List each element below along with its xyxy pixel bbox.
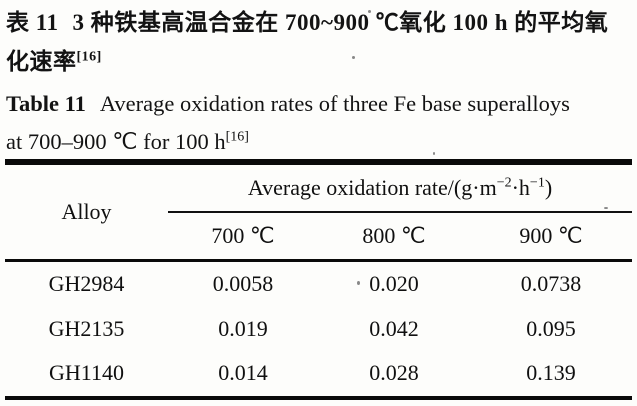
alloy-name: GH2984 — [48, 271, 125, 297]
scan-speckle — [433, 152, 435, 155]
rate-700c: 0.0058 — [212, 271, 274, 297]
caption-zh-label: 表 11 — [6, 10, 59, 35]
column-header-900c: 900 ℃ — [470, 212, 633, 262]
rate-900c: 0.0738 — [520, 271, 582, 297]
caption-english: Table 11 Average oxidation rates of three… — [6, 85, 632, 161]
scan-speckle — [352, 56, 355, 59]
rate-700c: 0.014 — [218, 360, 268, 386]
unit-superscript-m: −2 — [496, 175, 512, 191]
header-row-spanner: Alloy Average oxidation rate/(g·m−2·h−1) — [5, 162, 633, 262]
rate-800c: 0.042 — [369, 315, 419, 341]
caption-en-line2: at 700–900 ℃ for 100 h — [6, 129, 226, 154]
column-header-800c: 800 ℃ — [318, 212, 470, 262]
caption-en-line1: Average oxidation rates of three Fe base… — [99, 91, 570, 116]
unit-superscript-h: −1 — [529, 175, 545, 191]
column-header-alloy: Alloy — [5, 162, 168, 262]
rate-800c: 0.028 — [369, 360, 419, 386]
oxidation-rate-table: Alloy Average oxidation rate/(g·m−2·h−1)… — [5, 159, 633, 400]
alloy-name: GH1140 — [49, 360, 124, 386]
column-header-unit: Average oxidation rate/(g·m−2·h−1) — [168, 162, 633, 213]
column-header-700c: 700 ℃ — [168, 212, 318, 262]
table-row-gh2984: GH2984 0.0058 0.020 0.0738 — [5, 261, 632, 307]
table-row-gh1140: GH1140 0.014 0.028 0.139 — [5, 351, 632, 398]
caption-zh-reference: [16] — [76, 49, 102, 65]
scan-speckle — [357, 281, 360, 285]
scan-speckle — [368, 10, 371, 13]
caption-en-reference: [16] — [225, 129, 249, 145]
header-row-temperatures: 700 ℃ 800 ℃ 900 ℃ — [5, 212, 633, 262]
unit-text-close: ) — [544, 175, 553, 200]
unit-text: Average oxidation rate/(g·m — [247, 175, 497, 200]
rate-700c: 0.019 — [218, 315, 268, 341]
unit-text-h: ·h — [511, 175, 530, 200]
caption-chinese: 表 11 3 种铁基高温合金在 700~900 ℃氧化 100 h 的平均氧 化速… — [6, 3, 632, 81]
scan-speckle — [604, 207, 608, 209]
alloy-name: GH2135 — [48, 315, 125, 341]
rate-800c: 0.020 — [369, 271, 419, 297]
rate-900c: 0.139 — [526, 360, 576, 386]
caption-zh-line2: 化速率 — [6, 49, 77, 74]
caption-zh-line1: 3 种铁基高温合金在 700~900 ℃氧化 100 h 的平均氧 — [72, 10, 609, 35]
caption-en-label: Table 11 — [6, 91, 86, 116]
table-row-gh2135: GH2135 0.019 0.042 0.095 — [5, 307, 632, 352]
rate-900c: 0.095 — [526, 315, 576, 341]
